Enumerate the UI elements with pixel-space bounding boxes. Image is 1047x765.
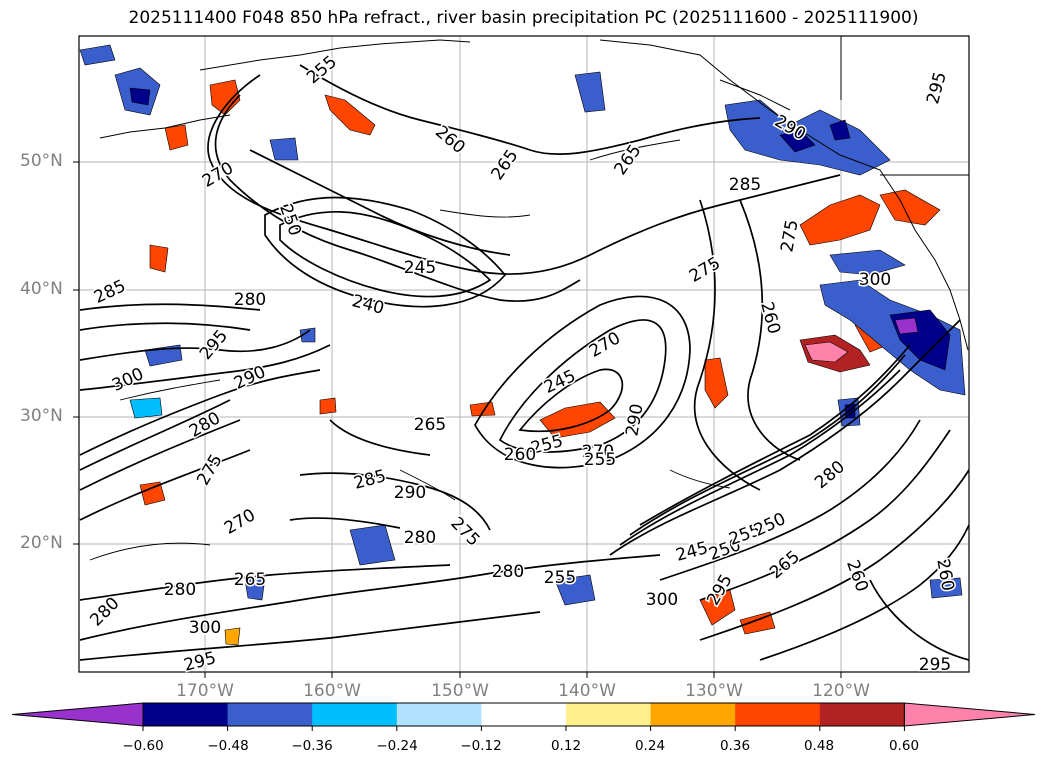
colorbar-segment (312, 703, 398, 726)
contour-label: 290 (394, 483, 426, 503)
map-title: 2025111400 F048 850 hPa refract., river … (128, 8, 919, 28)
lon-label-120w: 120°W (812, 681, 870, 701)
colorbar-extend-max (903, 702, 1036, 727)
colorbar-segment (650, 703, 736, 726)
colorbar-tick-label: −0.48 (207, 738, 249, 754)
precip-negative-patches (79, 44, 966, 606)
colorbar-segment (819, 703, 905, 726)
contour-label: 285 (729, 175, 761, 195)
colorbar-tick-label: −0.36 (291, 738, 333, 754)
contour-label: 255 (544, 568, 576, 588)
colorbar-tick-label: 0.48 (803, 738, 835, 754)
colorbar-tick-label: −0.12 (460, 738, 502, 754)
colorbar-extend-min (11, 702, 144, 727)
lat-label-20n: 20°N (20, 533, 63, 553)
lat-label-30n: 30°N (20, 406, 63, 426)
lat-label-40n: 40°N (20, 279, 63, 299)
lon-label-140w: 140°W (558, 681, 616, 701)
colorbar-tick-label: −0.60 (122, 738, 164, 754)
colorbar-segment (735, 703, 821, 726)
contour-label: 280 (404, 528, 436, 548)
colorbar-tick-label: −0.24 (376, 738, 418, 754)
colorbar (11, 702, 1036, 731)
contour-label: 245 (404, 258, 436, 278)
colorbar-segment (227, 703, 313, 726)
lat-label-50n: 50°N (20, 151, 63, 171)
contour-label: 255 (584, 450, 616, 470)
contour-label: 300 (189, 618, 221, 638)
colorbar-segment (566, 703, 652, 726)
contour-label: 280 (234, 290, 266, 310)
refractivity-contours (79, 64, 969, 661)
refractivity-contours-thin (89, 139, 731, 561)
colorbar-segment (481, 703, 567, 726)
colorbar-tick-label: 0.60 (888, 738, 920, 754)
lon-label-150w: 150°W (431, 681, 489, 701)
lon-label-170w: 170°W (176, 681, 234, 701)
map-content (79, 36, 969, 672)
lon-label-160w: 160°W (303, 681, 361, 701)
colorbar-segment (143, 703, 229, 726)
contour-label: 295 (919, 655, 951, 675)
plot-frame (78, 35, 970, 673)
colorbar-tick-label: 0.36 (719, 738, 751, 754)
axis-ticks (73, 161, 842, 678)
colorbar-tick-label: 0.24 (634, 738, 666, 754)
contour-label: 265 (234, 570, 266, 590)
colorbar-tick-label: 0.12 (550, 738, 582, 754)
colorbar-segment (396, 703, 482, 726)
coastlines (99, 36, 969, 351)
contour-label: 280 (492, 562, 524, 582)
contour-label: 280 (164, 580, 196, 600)
contour-label: 300 (646, 590, 678, 610)
contour-label: 270 (582, 442, 614, 462)
precip-positive-patches (139, 79, 941, 646)
contour-label: 245 (674, 538, 711, 566)
lon-label-130w: 130°W (685, 681, 743, 701)
contour-label: 260 (504, 445, 536, 465)
contour-label: 300 (859, 270, 891, 290)
contour-label: 265 (414, 415, 446, 435)
colorbar-frame (142, 702, 905, 727)
